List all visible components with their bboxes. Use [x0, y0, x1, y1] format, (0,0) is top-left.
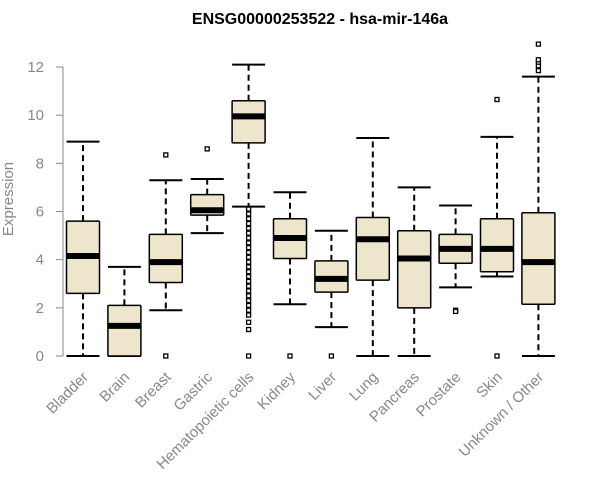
outlier-point — [245, 319, 252, 325]
outlier-point — [245, 326, 252, 333]
x-label-prostate: Prostate — [413, 369, 465, 421]
outlier-point — [245, 235, 252, 241]
x-label-kidney: Kidney — [254, 368, 299, 413]
box-iqr — [479, 217, 515, 273]
outlier-point — [245, 216, 252, 222]
outlier-point — [245, 230, 252, 236]
y-tick-label-6: 6 — [36, 204, 44, 221]
outlier-point — [535, 57, 542, 63]
outlier-point — [452, 308, 459, 315]
outlier-point — [494, 353, 500, 359]
box-prostate — [438, 204, 473, 315]
outlier-point — [245, 220, 252, 227]
outlier-point — [494, 96, 500, 103]
outlier-point — [245, 225, 252, 232]
x-label-liver: Liver — [305, 369, 340, 404]
outlier-point — [535, 41, 542, 47]
outlier-point — [245, 288, 252, 294]
outlier-point — [245, 249, 252, 256]
chart-title: ENSG00000253522 - hsa-mir-146a — [192, 11, 448, 28]
box-iqr — [148, 233, 184, 284]
outlier-point — [204, 146, 210, 152]
y-tick-label-8: 8 — [36, 155, 44, 172]
outlier-point — [245, 264, 252, 270]
outlier-point — [245, 278, 252, 284]
outlier-point — [245, 283, 252, 289]
outlier-point — [245, 269, 252, 275]
y-tick-label-12: 12 — [27, 59, 44, 76]
outlier-point — [328, 353, 335, 359]
box-iqr — [521, 211, 556, 305]
y-axis-label: Expression — [0, 162, 17, 236]
outlier-point — [245, 273, 252, 280]
box-pancreas — [396, 186, 432, 357]
y-axis: 0 2 4 6 8 10 12 — [27, 59, 64, 365]
outlier-point — [535, 67, 542, 74]
x-label-lung: Lung — [346, 369, 382, 405]
y-tick-label-2: 2 — [36, 300, 44, 317]
outlier-point — [245, 293, 252, 299]
y-tick-label-0: 0 — [36, 348, 44, 365]
outlier-point — [245, 211, 252, 217]
outlier-point — [245, 353, 252, 359]
box-hematopoietic-cells — [231, 63, 266, 359]
x-label-breast: Breast — [132, 368, 175, 411]
box-bladder — [65, 140, 101, 357]
box-liver — [314, 229, 349, 359]
box-iqr — [355, 216, 391, 281]
outlier-point — [245, 307, 252, 313]
box-unknown-other — [521, 41, 556, 357]
outlier-point — [245, 254, 252, 260]
box-iqr — [396, 230, 432, 309]
y-tick-label-4: 4 — [36, 252, 44, 269]
outlier-point — [163, 353, 169, 359]
outlier-point — [245, 302, 252, 309]
box-skin — [479, 96, 515, 359]
box-lung — [355, 137, 391, 357]
box-iqr — [231, 99, 266, 144]
box-gastric — [189, 146, 225, 235]
outlier-point — [245, 312, 252, 318]
outlier-point — [245, 259, 252, 265]
outlier-point — [245, 244, 252, 251]
y-tick-label-10: 10 — [27, 107, 44, 124]
x-label-brain: Brain — [96, 369, 133, 406]
box-breast — [148, 152, 184, 359]
x-label-bladder: Bladder — [43, 369, 92, 418]
box-brain — [107, 265, 142, 357]
x-label-skin: Skin — [473, 369, 506, 402]
outlier-point — [163, 152, 169, 158]
box-iqr — [107, 304, 142, 357]
box-kidney — [272, 191, 308, 359]
outlier-point — [245, 297, 252, 304]
outlier-point — [245, 240, 252, 246]
outlier-point — [287, 353, 293, 359]
outlier-point — [245, 206, 252, 212]
boxes-group — [65, 41, 556, 359]
